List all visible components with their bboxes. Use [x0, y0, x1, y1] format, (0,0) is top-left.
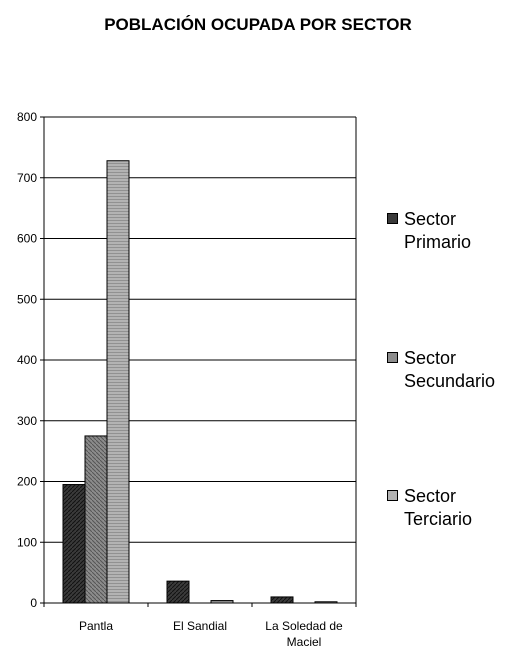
bar-sector-primario-el-sandial — [166, 580, 190, 604]
bar-sector-terciario-pantla — [106, 160, 130, 604]
bars — [62, 160, 338, 604]
y-tick-label: 400 — [17, 353, 37, 367]
axes — [40, 116, 357, 607]
x-category-label: El Sandial — [173, 619, 227, 633]
legend-label-secundario: Sector Secundario — [404, 348, 496, 391]
bar-sector-primario-pantla — [62, 484, 86, 604]
y-tick-label: 200 — [17, 475, 37, 489]
y-tick-label: 500 — [17, 292, 37, 306]
legend-swatch-terciario — [387, 490, 398, 501]
bar-sector-primario-la-soledad-de-maciel — [270, 596, 294, 604]
y-tick-label: 300 — [17, 414, 37, 428]
legend-swatch-secundario — [387, 352, 398, 363]
y-tick-label: 0 — [30, 596, 37, 610]
x-category-label: Maciel — [287, 635, 322, 649]
x-category-label: La Soledad de — [265, 619, 343, 633]
y-tick-label: 100 — [17, 535, 37, 549]
y-tick-label: 800 — [17, 110, 37, 124]
bar-sector-secundario-pantla — [84, 435, 108, 604]
y-tick-label: 600 — [17, 232, 37, 246]
x-category-label: Pantla — [79, 619, 113, 633]
axis-labels: 0 100 200 300 400 500 600 700 800 Pantla El Sandia… — [17, 110, 343, 649]
legend-swatch-primario — [387, 213, 398, 224]
chart-title: POBLACIÓN OCUPADA POR SECTOR — [104, 15, 412, 34]
legend-label-terciario: Sector Terciario — [404, 486, 473, 529]
y-tick-label: 700 — [17, 171, 37, 185]
legend-label-primario: Sector Primario — [404, 209, 472, 252]
